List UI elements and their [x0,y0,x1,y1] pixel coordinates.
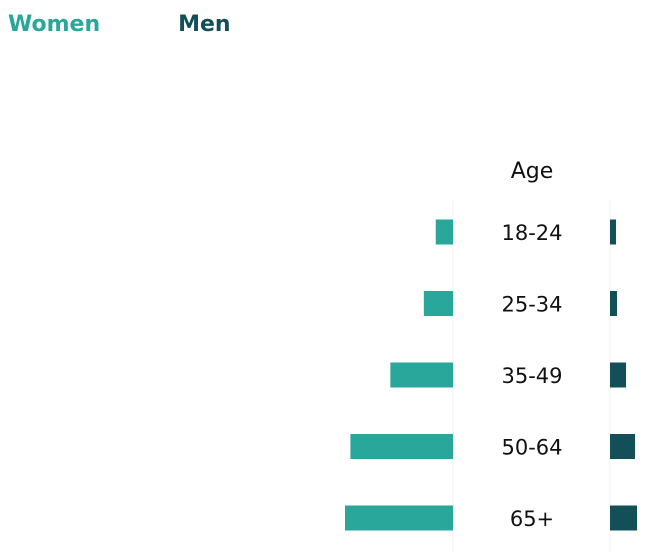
men-bar-50-64 [610,434,635,459]
age-group-label: 65+ [510,507,554,531]
women-bar-35-49 [390,362,453,388]
men-bar-18-24 [610,219,616,245]
age-group-label: 50-64 [501,436,562,460]
age-group-label: 18-24 [501,221,562,245]
legend: Women Men [8,12,231,37]
legend-men: Men [178,12,231,37]
legend-women: Women [8,12,101,37]
women-bar-25-34 [423,291,453,316]
age-heading: Age [511,159,554,184]
men-bar-25-34 [610,291,617,316]
chart-rows: 18-24 25-34 35-49 50-64 65+ [345,219,637,531]
age-group-label: 35-49 [501,364,562,388]
women-bar-18-24 [435,219,453,245]
men-bar-65+ [610,505,637,531]
women-bar-50-64 [350,434,453,459]
women-bar-65+ [345,505,453,531]
men-bar-35-49 [610,362,626,388]
age-group-label: 25-34 [501,293,562,317]
